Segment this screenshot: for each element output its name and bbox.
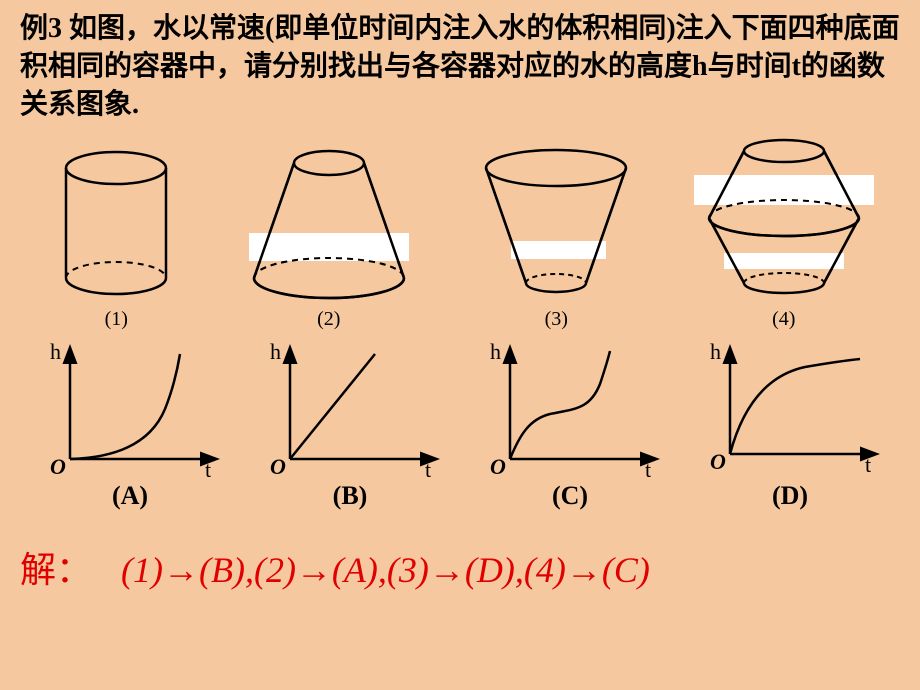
container-1: (1) xyxy=(46,143,186,331)
graph-b-label: (B) xyxy=(333,481,368,511)
graph-a-label: (A) xyxy=(112,481,148,511)
container-4-label: (4) xyxy=(772,308,795,331)
graph-a: h t O (A) xyxy=(35,339,225,511)
container-2-label: (2) xyxy=(317,308,340,331)
graph-c-svg: h t O xyxy=(475,339,665,479)
containers-row: (1) (2) (3 xyxy=(0,133,920,331)
graph-b: h t O (B) xyxy=(255,339,445,511)
graph-a-svg: h t O xyxy=(35,339,225,479)
frustum-up-overlay xyxy=(471,143,641,303)
graph-d-ylabel: h xyxy=(710,339,721,364)
graph-c-origin: O xyxy=(490,454,506,479)
graph-b-xlabel: t xyxy=(425,457,431,479)
container-1-label: (1) xyxy=(105,308,128,331)
graph-c-ylabel: h xyxy=(490,339,501,364)
graph-d-svg: h t O xyxy=(695,339,885,479)
solution-answer: (1)→(B),(2)→(A),(3)→(D),(4)→(C) xyxy=(121,550,650,590)
solution-label: 解： xyxy=(20,550,92,590)
graph-a-origin: O xyxy=(50,454,66,479)
container-3-label: (3) xyxy=(545,308,568,331)
graph-c: h t O (C) xyxy=(475,339,665,511)
graphs-row: h t O (A) h t O (B) xyxy=(0,339,920,511)
graph-d: h t O (D) xyxy=(695,339,885,511)
container-3: (3) xyxy=(471,143,641,331)
double-frustum-overlay xyxy=(694,133,874,303)
solution: 解： (1)→(B),(2)→(A),(3)→(D),(4)→(C) xyxy=(0,541,920,593)
graph-d-label: (D) xyxy=(772,481,808,511)
container-4: (4) xyxy=(694,133,874,331)
frustum-down-overlay xyxy=(239,143,419,303)
cylinder-svg xyxy=(46,143,186,303)
graph-c-xlabel: t xyxy=(645,457,651,479)
graph-b-svg: h t O xyxy=(255,339,445,479)
graph-b-origin: O xyxy=(270,454,286,479)
graph-b-ylabel: h xyxy=(270,339,281,364)
graph-d-xlabel: t xyxy=(865,452,871,477)
graph-c-label: (C) xyxy=(552,481,588,511)
problem-text: 例3 如图，水以常速(即单位时间内注入水的体积相同)注入下面四种底面积相同的容器… xyxy=(0,0,920,123)
graph-a-ylabel: h xyxy=(50,339,61,364)
graph-a-xlabel: t xyxy=(205,457,211,479)
container-2: (2) xyxy=(239,143,419,331)
graph-d-origin: O xyxy=(710,449,726,474)
